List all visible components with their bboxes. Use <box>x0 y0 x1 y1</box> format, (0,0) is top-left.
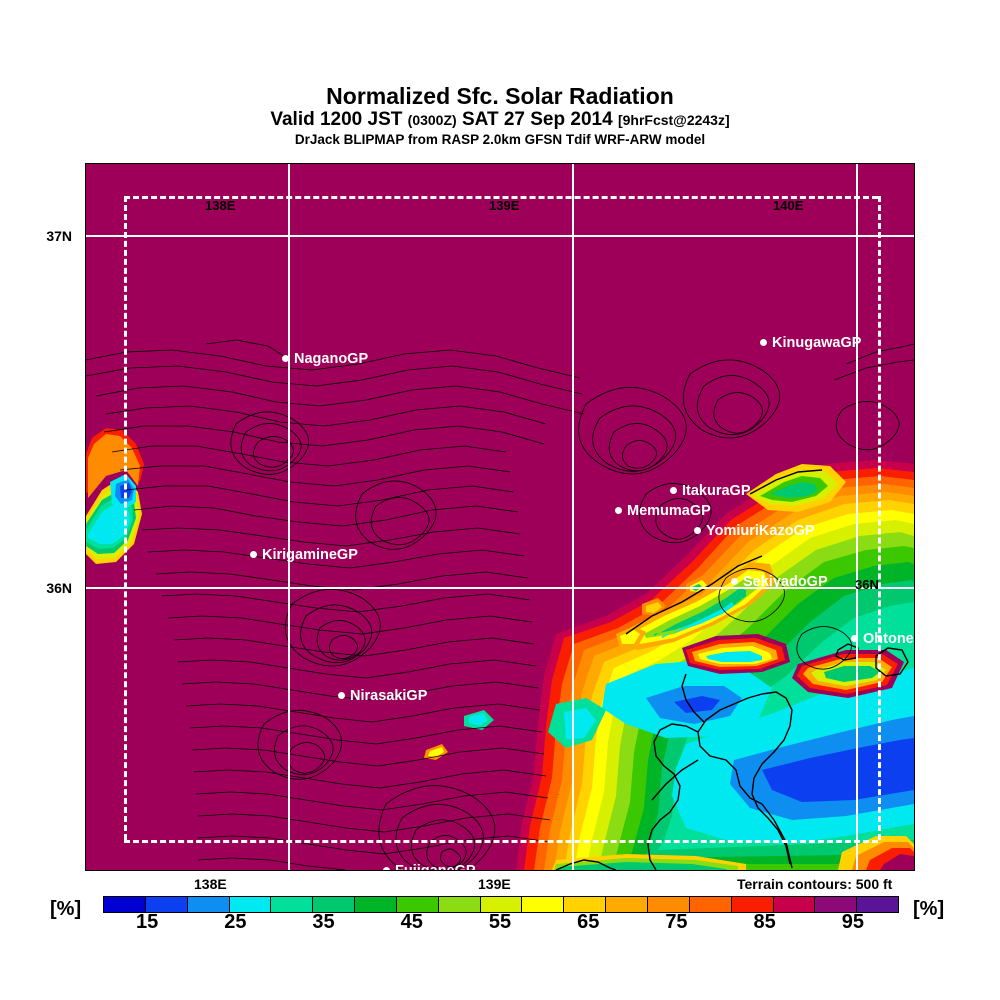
colorbar-tick-95: 95 <box>841 911 864 933</box>
colorbar-unit-right: [%] <box>913 898 945 920</box>
colorbar-tick-45: 45 <box>400 911 423 933</box>
station-label: NirasakiGP <box>350 688 428 705</box>
valid-prefix: Valid 1200 JST <box>270 109 403 130</box>
gridline-lon-140E <box>856 164 858 870</box>
colorbar-tick-55: 55 <box>488 911 512 933</box>
valid-date: SAT 27 Sep 2014 <box>461 109 613 130</box>
station-dot-icon <box>282 354 289 362</box>
colorbar-swatch-13 <box>647 897 690 912</box>
colorbar-swatch-7 <box>396 897 439 912</box>
colorbar-swatch-0 <box>104 897 146 912</box>
model-line: DrJack BLIPMAP from RASP 2.0km GFSN Tdif… <box>294 132 706 147</box>
station-label: KinugawaGP <box>772 335 862 352</box>
colorbar-tick-15: 15 <box>135 911 159 933</box>
station-dot-icon <box>338 691 345 699</box>
colorbar-tick-75: 75 <box>665 911 688 933</box>
solar-radiation-map[interactable]: 138E 139E 140E 36N NaganoGP KinugawaGP I… <box>86 164 914 870</box>
colorbar-swatch-8 <box>438 897 481 912</box>
lon-label-139E-bottom: 139E <box>478 876 511 892</box>
station-dot-icon <box>250 550 257 558</box>
domain-box-right <box>878 196 881 840</box>
forecast-tag: [9hrFcst@2243z] <box>617 112 730 128</box>
station-dot-icon <box>731 577 738 585</box>
station-marker[interactable]: KirigamineGP <box>250 548 358 562</box>
domain-box-bottom <box>124 840 878 843</box>
colorbar-swatch-14 <box>689 897 732 912</box>
station-dot-icon <box>670 486 677 494</box>
colorbar-swatch-15 <box>731 897 774 912</box>
station-dot-icon <box>694 526 701 534</box>
colorbar-tick-35: 35 <box>312 911 335 933</box>
colorbar-swatch-1 <box>145 897 188 912</box>
station-marker[interactable]: NaganoGP <box>282 352 368 366</box>
colorbar-swatch-6 <box>355 897 397 912</box>
gridline-lon-138E <box>288 164 290 870</box>
terrain-contour-note: Terrain contours: 500 ft <box>737 876 893 892</box>
colorbar-tick-65: 65 <box>577 911 600 933</box>
colorbar-swatch-9 <box>480 897 523 912</box>
station-label: FujiganeGP <box>395 863 476 870</box>
station-marker[interactable]: ItakuraGP <box>670 484 751 498</box>
colorbar-swatch-10 <box>522 897 565 912</box>
colorbar-swatch-3 <box>229 897 272 912</box>
colorbar-swatch-11 <box>564 897 607 912</box>
colorbar-swatch-17 <box>815 897 858 912</box>
page-title: Normalized Sfc. Solar Radiation <box>326 83 674 109</box>
station-label: KirigamineGP <box>262 547 358 564</box>
station-dot-icon <box>851 634 858 642</box>
lat-label-36N-left: 36N <box>46 580 72 596</box>
domain-box-top <box>124 196 878 199</box>
station-dot-icon <box>383 866 390 870</box>
gridline-lon-139E <box>572 164 574 870</box>
station-dot-icon <box>760 338 767 346</box>
station-marker[interactable]: SekiyadoGP <box>731 575 828 589</box>
colorbar-swatch-16 <box>773 897 816 912</box>
colorbar-swatch-12 <box>606 897 648 912</box>
colorbar-tick-25: 25 <box>224 911 247 933</box>
gridline-lat-37N <box>86 235 914 237</box>
lon-label-138E-bottom: 138E <box>194 876 227 892</box>
lat-label-37N: 37N <box>46 228 72 244</box>
lon-label-140E-top: 140E <box>773 198 804 213</box>
colorbar-swatch-5 <box>313 897 356 912</box>
station-label: ItakuraGP <box>682 483 751 500</box>
lon-label-138E-top: 138E <box>205 198 236 213</box>
colorbar-unit-left: [%] <box>50 898 82 920</box>
station-label: SekiyadoGP <box>743 574 828 591</box>
station-dot-icon <box>615 506 622 514</box>
station-marker[interactable]: MemumaGP <box>615 504 711 518</box>
station-marker[interactable]: YomiuriKazoGP <box>694 524 815 538</box>
valid-zulu: (0300Z) <box>407 112 457 128</box>
lat-label-36N-right: 36N <box>855 577 879 592</box>
map-raster <box>86 164 914 870</box>
gridline-lat-36N <box>86 587 914 589</box>
station-marker[interactable]: Ohtone <box>851 632 914 646</box>
domain-box-left <box>124 196 127 840</box>
station-label: Ohtone <box>863 631 914 648</box>
station-label: YomiuriKazoGP <box>706 523 815 540</box>
station-marker[interactable]: NirasakiGP <box>338 689 427 703</box>
station-label: NaganoGP <box>294 351 369 368</box>
colorbar-swatch-2 <box>187 897 230 912</box>
colorbar[interactable] <box>103 896 899 913</box>
title-block: Normalized Sfc. Solar Radiation Valid 12… <box>0 84 1000 148</box>
colorbar-tick-85: 85 <box>753 911 776 933</box>
lon-label-139E-top: 139E <box>489 198 520 213</box>
station-marker[interactable]: FujiganeGP <box>383 864 476 870</box>
colorbar-swatch-18 <box>857 897 899 912</box>
colorbar-swatch-4 <box>271 897 314 912</box>
station-label: MemumaGP <box>627 503 711 520</box>
valid-time-line: Valid 1200 JST (0300Z) SAT 27 Sep 2014 [… <box>0 109 1000 131</box>
station-marker[interactable]: KinugawaGP <box>760 336 861 350</box>
